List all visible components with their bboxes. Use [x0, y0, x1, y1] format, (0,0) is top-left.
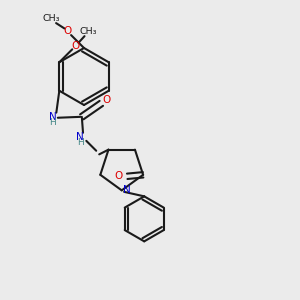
Text: N: N	[123, 185, 130, 195]
Text: CH₃: CH₃	[43, 14, 60, 23]
Text: N: N	[76, 132, 84, 142]
Text: O: O	[115, 171, 123, 181]
Text: O: O	[63, 26, 72, 37]
Text: O: O	[72, 41, 80, 51]
Text: H: H	[49, 118, 56, 127]
Text: CH₃: CH₃	[80, 27, 98, 36]
Text: N: N	[49, 112, 56, 122]
Text: H: H	[77, 138, 84, 147]
Text: O: O	[102, 95, 110, 105]
